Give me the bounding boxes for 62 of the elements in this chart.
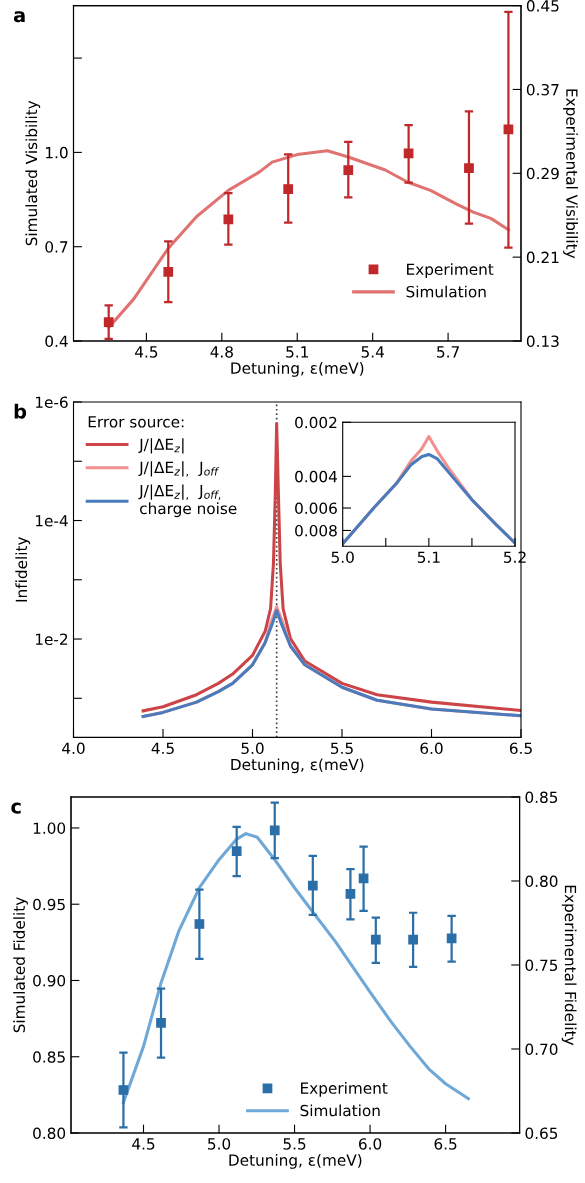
x-tick-label: 5.1 bbox=[286, 346, 308, 358]
y2-tick-label: 0.45 bbox=[526, 0, 559, 12]
y2-tick-label: 0.75 bbox=[525, 959, 558, 972]
y2-tick-label: 0.65 bbox=[525, 1127, 558, 1140]
x-tick-label: 5.0 bbox=[208, 1138, 231, 1150]
y-tick-label: 0.90 bbox=[33, 974, 66, 987]
x-tick-label: 5.7 bbox=[437, 346, 459, 358]
x-tick-label: 4.5 bbox=[151, 742, 174, 755]
text: c bbox=[11, 802, 21, 814]
x-axis-title: Detuning, ε(meV) bbox=[231, 362, 364, 377]
y2-tick-label: 0.70 bbox=[525, 1043, 558, 1056]
text: b bbox=[14, 403, 27, 419]
x-tick-label: 6.0 bbox=[358, 1138, 382, 1150]
x-tick-label: 4.0 bbox=[62, 742, 85, 755]
legend-label: J/|ΔE$_{z}$|$_{,}$ J$_{off,}$ charge noise bbox=[138, 484, 237, 518]
y-tick-label: 1e-4 bbox=[35, 515, 68, 527]
y2-axis-title: Experimental Fidelity bbox=[561, 885, 577, 1046]
legend-title: Error source: bbox=[88, 416, 184, 428]
y2-tick-label: 0.13 bbox=[526, 335, 559, 348]
x-axis-title: Detuning, ε(meV) bbox=[231, 758, 364, 774]
legend-label: Simulation bbox=[406, 285, 486, 298]
legend-label: Simulation bbox=[300, 1104, 380, 1117]
y-axis-title: Simulated Visibility bbox=[25, 100, 41, 246]
x-tick-label: 5.5 bbox=[331, 742, 353, 755]
y-axis-title: Simulated Fidelity bbox=[13, 897, 28, 1033]
x-tick-label: 5.4 bbox=[361, 346, 384, 358]
y-tick-label: 1.00 bbox=[33, 822, 66, 834]
y-tick-label: 0.006 bbox=[295, 502, 337, 515]
x-tick-label: 6.5 bbox=[434, 1138, 457, 1150]
y2-tick-label: 0.85 bbox=[525, 791, 558, 804]
y2-tick-label: 0.21 bbox=[526, 251, 559, 264]
y-tick-label: 1e-2 bbox=[35, 633, 68, 646]
x-tick-label: 5.1 bbox=[417, 551, 440, 563]
x-tick-label: 4.5 bbox=[135, 346, 158, 358]
y-tick-label: 1e-6 bbox=[35, 396, 68, 409]
legend-label: J/|ΔE$_{z}$|$_{,}$ J$_{off}$ bbox=[138, 461, 220, 477]
x-tick-label: 5.0 bbox=[241, 742, 264, 755]
y-tick-label: 0.002 bbox=[295, 416, 337, 429]
y-tick-label: 0.4 bbox=[45, 335, 68, 348]
x-tick-label: 5.0 bbox=[331, 551, 354, 563]
x-tick-label: 6.5 bbox=[509, 742, 532, 755]
y-axis-title: Infidelity bbox=[15, 536, 31, 602]
y2-tick-label: 0.80 bbox=[525, 875, 558, 888]
legend-label: Experiment bbox=[301, 1082, 388, 1097]
y2-tick-label: 0.29 bbox=[526, 167, 559, 180]
x-axis-title: Detuning, ε(meV) bbox=[229, 1154, 362, 1169]
y-tick-label: 0.7 bbox=[45, 241, 68, 253]
y-tick-label: 0.004 bbox=[295, 470, 337, 483]
x-tick-label: 4.5 bbox=[132, 1138, 155, 1150]
legend-label: Experiment bbox=[407, 263, 494, 278]
legend-label: J/|ΔE$_{z}$| bbox=[138, 438, 184, 454]
y-tick-label: 0.95 bbox=[33, 898, 65, 911]
x-tick-label: 4.8 bbox=[210, 346, 233, 358]
y2-tick-label: 0.37 bbox=[526, 83, 559, 96]
y-tick-label: 1.0 bbox=[46, 146, 68, 159]
x-tick-label: 6.0 bbox=[420, 742, 443, 755]
y-tick-label: 0.80 bbox=[33, 1127, 66, 1140]
x-tick-label: 5.5 bbox=[283, 1138, 306, 1150]
y-tick-label: 0.85 bbox=[33, 1051, 65, 1063]
text: a bbox=[13, 11, 25, 23]
y2-axis-title: Experimental Visibility bbox=[563, 89, 578, 259]
y-tick-label: 0.008 bbox=[295, 524, 337, 537]
